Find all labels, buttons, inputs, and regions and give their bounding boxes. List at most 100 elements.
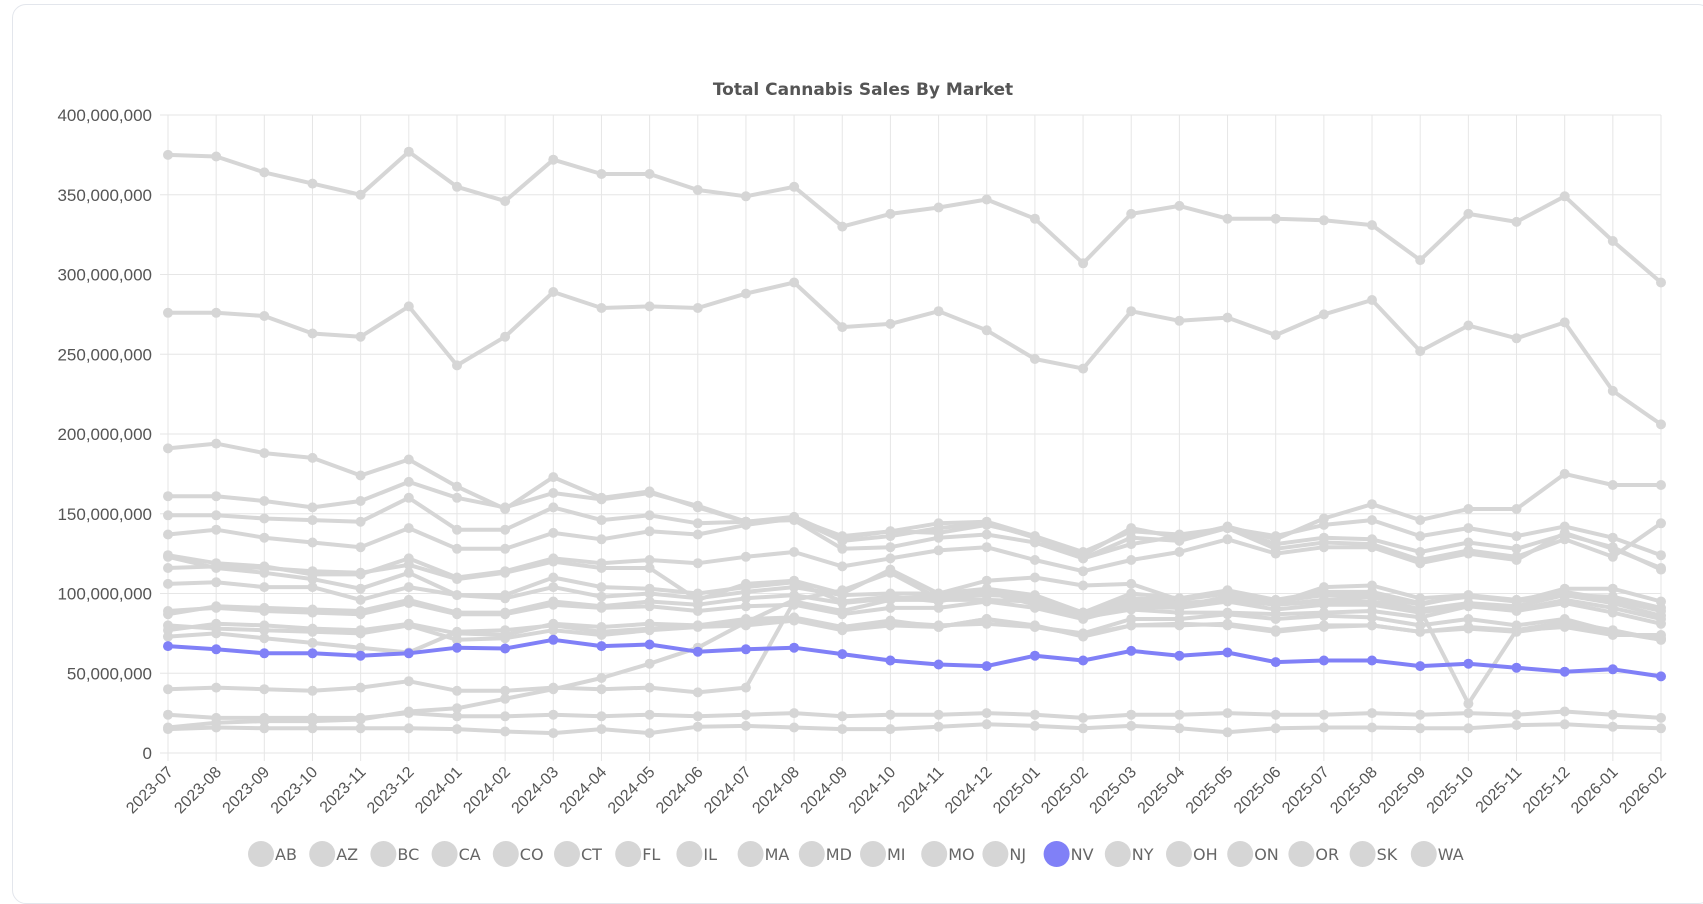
data-point[interactable] bbox=[933, 306, 944, 317]
data-point[interactable] bbox=[596, 602, 607, 613]
data-point[interactable] bbox=[692, 185, 703, 195]
data-point[interactable] bbox=[933, 594, 944, 605]
data-point[interactable] bbox=[1656, 277, 1666, 288]
data-point[interactable] bbox=[1656, 564, 1666, 575]
data-point[interactable] bbox=[1559, 468, 1570, 479]
data-point[interactable] bbox=[740, 644, 751, 655]
data-point[interactable] bbox=[355, 189, 366, 200]
data-point[interactable] bbox=[596, 582, 607, 593]
data-point[interactable] bbox=[500, 711, 511, 722]
data-point[interactable] bbox=[403, 723, 414, 734]
data-point[interactable] bbox=[1029, 650, 1040, 661]
data-point[interactable] bbox=[548, 556, 559, 567]
data-point[interactable] bbox=[211, 491, 222, 502]
data-point[interactable] bbox=[211, 524, 222, 535]
data-point[interactable] bbox=[1126, 306, 1137, 317]
data-point[interactable] bbox=[837, 221, 848, 232]
data-point[interactable] bbox=[548, 634, 559, 645]
data-point[interactable] bbox=[403, 523, 414, 534]
data-point[interactable] bbox=[1607, 551, 1618, 562]
data-point[interactable] bbox=[403, 676, 414, 687]
data-point[interactable] bbox=[1559, 521, 1570, 532]
data-point[interactable] bbox=[500, 643, 511, 654]
legend-item-nj[interactable]: NJ bbox=[982, 841, 1026, 867]
data-point[interactable] bbox=[1318, 655, 1329, 666]
data-point[interactable] bbox=[1559, 534, 1570, 545]
data-point[interactable] bbox=[1367, 722, 1377, 733]
legend-item-co[interactable]: CO bbox=[492, 841, 544, 867]
data-point[interactable] bbox=[307, 607, 318, 618]
data-point[interactable] bbox=[933, 545, 944, 556]
data-point[interactable] bbox=[452, 524, 462, 535]
data-point[interactable] bbox=[644, 555, 655, 565]
data-point[interactable] bbox=[355, 714, 366, 725]
data-point[interactable] bbox=[885, 617, 896, 628]
data-point[interactable] bbox=[259, 496, 270, 506]
data-point[interactable] bbox=[1511, 531, 1522, 542]
data-point[interactable] bbox=[355, 496, 366, 506]
data-point[interactable] bbox=[596, 492, 607, 503]
data-point[interactable] bbox=[1607, 607, 1618, 618]
data-point[interactable] bbox=[981, 661, 992, 672]
data-point[interactable] bbox=[211, 682, 222, 693]
data-point[interactable] bbox=[1318, 607, 1329, 618]
data-point[interactable] bbox=[259, 723, 270, 734]
data-point[interactable] bbox=[885, 655, 896, 666]
data-point[interactable] bbox=[1222, 647, 1233, 658]
data-point[interactable] bbox=[452, 642, 462, 653]
data-point[interactable] bbox=[211, 151, 222, 162]
data-point[interactable] bbox=[1318, 519, 1329, 530]
data-point[interactable] bbox=[644, 563, 655, 573]
data-point[interactable] bbox=[1463, 698, 1474, 709]
legend-item-ny[interactable]: NY bbox=[1104, 841, 1154, 867]
data-point[interactable] bbox=[1463, 658, 1474, 669]
data-point[interactable] bbox=[452, 703, 462, 714]
data-point[interactable] bbox=[1126, 555, 1137, 565]
data-point[interactable] bbox=[163, 443, 173, 454]
data-point[interactable] bbox=[1607, 630, 1618, 640]
data-point[interactable] bbox=[596, 641, 607, 652]
data-point[interactable] bbox=[1078, 258, 1089, 269]
data-point[interactable] bbox=[1367, 499, 1377, 510]
data-point[interactable] bbox=[1415, 555, 1426, 565]
data-point[interactable] bbox=[1463, 523, 1474, 534]
legend-item-sk[interactable]: SK bbox=[1349, 841, 1398, 867]
data-point[interactable] bbox=[837, 649, 848, 660]
data-point[interactable] bbox=[596, 724, 607, 735]
data-point[interactable] bbox=[1222, 727, 1233, 738]
data-point[interactable] bbox=[1463, 545, 1474, 556]
data-point[interactable] bbox=[933, 523, 944, 534]
data-point[interactable] bbox=[500, 567, 511, 578]
data-point[interactable] bbox=[692, 502, 703, 513]
data-point[interactable] bbox=[740, 720, 751, 731]
data-point[interactable] bbox=[163, 551, 173, 562]
data-point[interactable] bbox=[740, 516, 751, 527]
data-point[interactable] bbox=[933, 709, 944, 720]
data-point[interactable] bbox=[548, 502, 559, 513]
data-point[interactable] bbox=[1559, 598, 1570, 609]
data-point[interactable] bbox=[1270, 531, 1281, 542]
data-point[interactable] bbox=[211, 722, 222, 733]
data-point[interactable] bbox=[1607, 583, 1618, 594]
data-point[interactable] bbox=[500, 726, 511, 737]
data-point[interactable] bbox=[403, 582, 414, 593]
data-point[interactable] bbox=[452, 685, 462, 696]
data-point[interactable] bbox=[692, 687, 703, 698]
legend-item-fl[interactable]: FL bbox=[615, 841, 660, 867]
data-point[interactable] bbox=[1029, 720, 1040, 731]
data-point[interactable] bbox=[355, 642, 366, 653]
data-point[interactable] bbox=[837, 711, 848, 722]
data-point[interactable] bbox=[403, 559, 414, 570]
data-point[interactable] bbox=[644, 588, 655, 599]
data-point[interactable] bbox=[933, 659, 944, 670]
data-point[interactable] bbox=[1367, 620, 1377, 631]
data-point[interactable] bbox=[452, 492, 462, 503]
data-point[interactable] bbox=[211, 577, 222, 588]
data-point[interactable] bbox=[500, 504, 511, 514]
data-point[interactable] bbox=[1029, 572, 1040, 583]
data-point[interactable] bbox=[259, 167, 270, 178]
data-point[interactable] bbox=[452, 711, 462, 722]
data-point[interactable] bbox=[1415, 515, 1426, 526]
data-point[interactable] bbox=[644, 486, 655, 497]
data-point[interactable] bbox=[740, 191, 751, 202]
